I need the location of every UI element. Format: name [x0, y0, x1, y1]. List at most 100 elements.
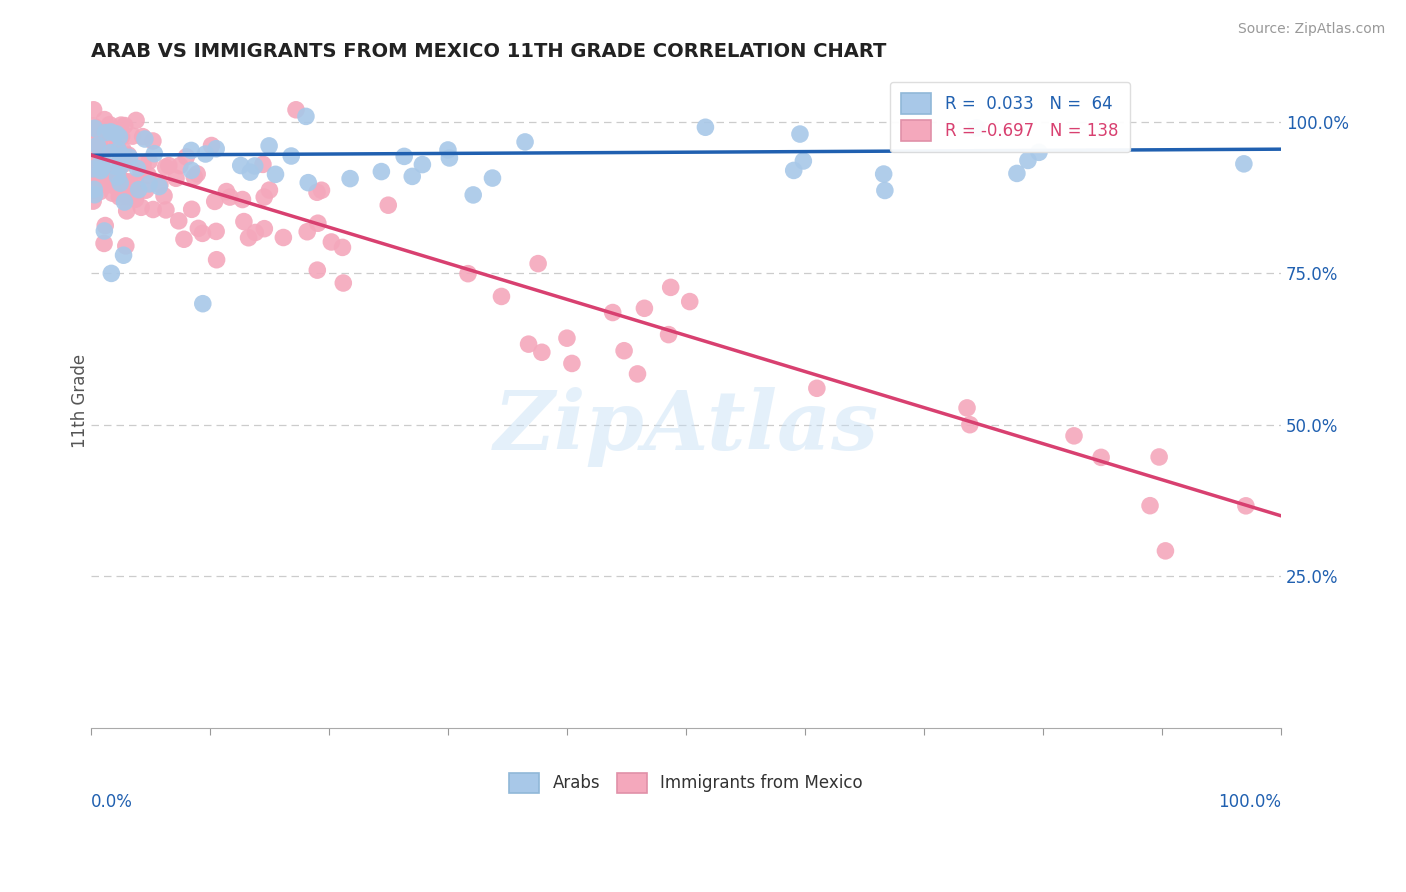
Point — [792, 153, 814, 168]
Point — [84, 123, 107, 137]
Point — [94, 126, 117, 140]
Text: ZipAtlas: ZipAtlas — [494, 387, 879, 467]
Point — [138, 154, 160, 169]
Point — [98, 166, 121, 180]
Point — [463, 188, 485, 202]
Point — [128, 183, 150, 197]
Point — [1017, 153, 1039, 168]
Point — [125, 113, 148, 128]
Point — [114, 119, 136, 133]
Point — [127, 161, 149, 176]
Point — [149, 178, 172, 192]
Point — [273, 230, 295, 244]
Point — [437, 143, 460, 157]
Point — [89, 142, 111, 156]
Point — [93, 224, 115, 238]
Point — [194, 147, 217, 161]
Point — [83, 182, 105, 196]
Point — [104, 170, 127, 185]
Point — [104, 159, 127, 173]
Point — [124, 176, 146, 190]
Point — [105, 180, 128, 194]
Point — [121, 188, 143, 202]
Point — [872, 167, 894, 181]
Point — [90, 156, 112, 170]
Point — [138, 177, 160, 191]
Text: 0.0%: 0.0% — [91, 793, 134, 812]
Point — [530, 345, 553, 359]
Point — [297, 176, 319, 190]
Point — [411, 158, 433, 172]
Point — [98, 145, 121, 160]
Point — [125, 189, 148, 203]
Point — [205, 252, 228, 267]
Point — [89, 175, 111, 189]
Point — [491, 289, 513, 303]
Point — [1063, 429, 1085, 443]
Point — [481, 171, 503, 186]
Point — [191, 296, 214, 310]
Point — [1234, 499, 1257, 513]
Point — [148, 179, 170, 194]
Point — [100, 121, 122, 136]
Point — [117, 148, 139, 162]
Y-axis label: 11th Grade: 11th Grade — [72, 353, 89, 448]
Point — [157, 159, 180, 173]
Point — [100, 127, 122, 141]
Point — [101, 186, 124, 201]
Point — [108, 129, 131, 144]
Point — [1154, 544, 1177, 558]
Point — [110, 129, 132, 144]
Point — [339, 171, 361, 186]
Point — [439, 151, 461, 165]
Point — [114, 239, 136, 253]
Point — [695, 120, 717, 135]
Text: 100.0%: 100.0% — [1218, 793, 1281, 812]
Point — [191, 227, 214, 241]
Point — [1147, 450, 1170, 464]
Point — [264, 167, 287, 181]
Point — [82, 159, 104, 173]
Point — [136, 168, 159, 182]
Point — [527, 257, 550, 271]
Point — [132, 157, 155, 171]
Point — [82, 194, 104, 208]
Point — [111, 148, 134, 162]
Point — [659, 280, 682, 294]
Point — [89, 185, 111, 199]
Point — [602, 305, 624, 319]
Point — [180, 144, 202, 158]
Point — [658, 327, 681, 342]
Point — [204, 194, 226, 209]
Point — [232, 214, 254, 228]
Point — [231, 193, 253, 207]
Point — [135, 183, 157, 197]
Point — [83, 103, 105, 117]
Point — [84, 121, 107, 136]
Point — [82, 168, 104, 182]
Point — [155, 202, 177, 217]
Point — [183, 170, 205, 185]
Point — [215, 185, 238, 199]
Point — [89, 138, 111, 153]
Point — [1090, 450, 1112, 465]
Point — [98, 118, 121, 132]
Point — [1233, 157, 1256, 171]
Point — [783, 163, 806, 178]
Point — [107, 169, 129, 184]
Point — [93, 112, 115, 127]
Point — [873, 184, 896, 198]
Point — [108, 190, 131, 204]
Point — [96, 178, 118, 192]
Point — [115, 189, 138, 203]
Point — [285, 103, 308, 117]
Point — [89, 175, 111, 189]
Point — [115, 203, 138, 218]
Point — [229, 159, 252, 173]
Point — [108, 176, 131, 190]
Point — [392, 149, 415, 163]
Point — [257, 139, 280, 153]
Point — [107, 143, 129, 157]
Point — [205, 224, 228, 238]
Point — [167, 214, 190, 228]
